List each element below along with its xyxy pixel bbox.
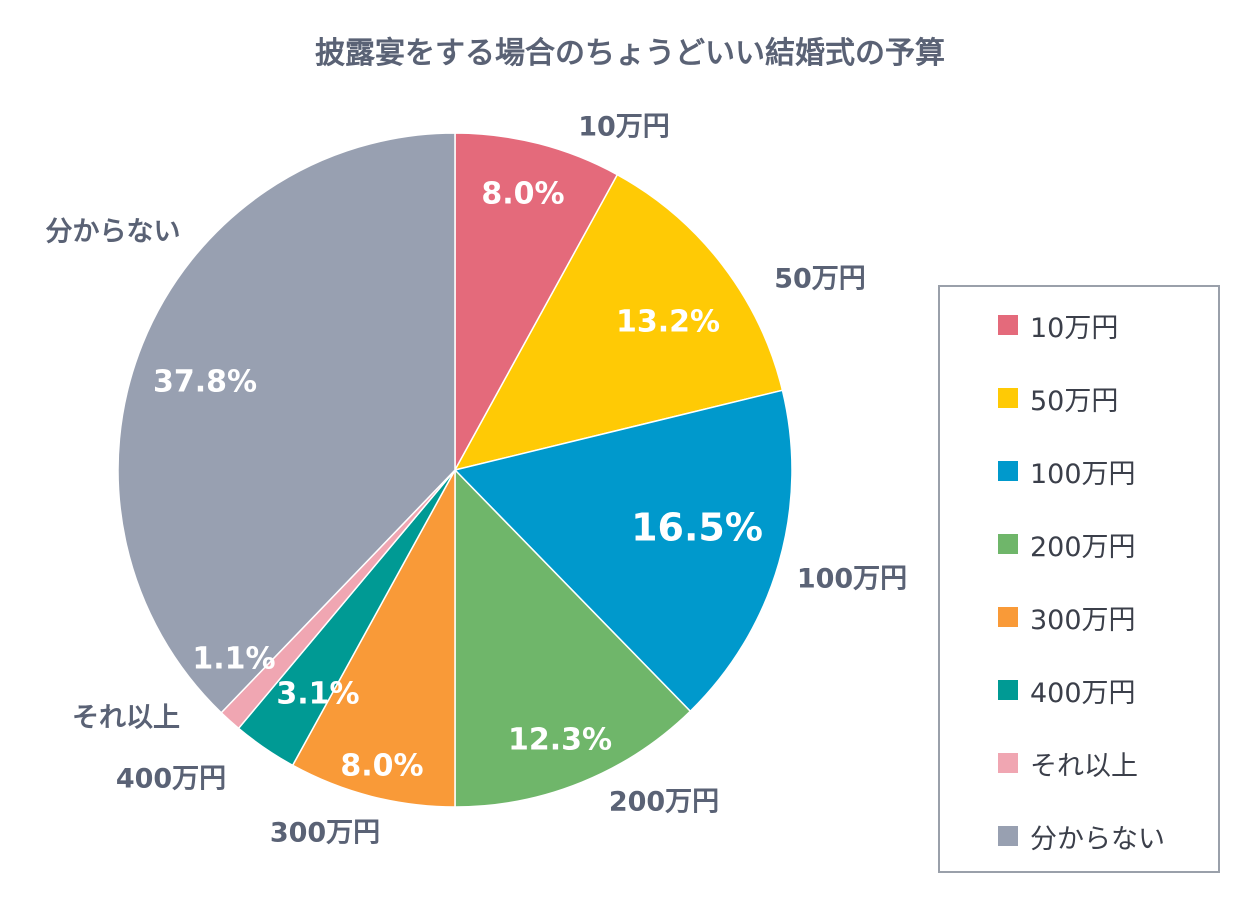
legend-item-5: 300万円 [998, 597, 1136, 637]
legend-swatch [998, 607, 1018, 627]
legend-swatch [998, 826, 1018, 846]
slice-category-label-5: 300万円 [270, 818, 380, 849]
legend-label: 400万円 [1030, 677, 1136, 709]
legend-swatch [998, 315, 1018, 335]
slice-category-label-2: 50万円 [774, 264, 866, 295]
legend-label: 100万円 [1030, 458, 1136, 490]
pie-slice-1 [454, 132, 619, 471]
legend-item-1: 10万円 [998, 305, 1118, 345]
slice-value-label-7: 1.1% [192, 642, 275, 677]
slice-value-label-6: 3.1% [276, 677, 359, 712]
pie-slice-5 [291, 469, 456, 808]
legend-swatch [998, 461, 1018, 481]
pie-slice-3 [453, 389, 793, 713]
slice-category-label-3: 100万円 [797, 564, 907, 595]
slice-value-label-4: 12.3% [508, 723, 612, 758]
slice-value-label-2: 13.2% [616, 305, 720, 340]
pie-slice-2 [453, 173, 784, 472]
slice-category-label-1: 10万円 [578, 112, 670, 143]
slice-category-label-4: 200万円 [609, 787, 719, 818]
legend-label: 分からない [1030, 823, 1165, 855]
legend-label: 50万円 [1030, 385, 1119, 417]
legend: 10万円 50万円 100万円 200万円 300万円 400万円それ以上分からない [938, 285, 1220, 873]
legend-swatch [998, 753, 1018, 773]
legend-swatch [998, 388, 1018, 408]
legend-item-4: 200万円 [998, 524, 1136, 564]
legend-swatch [998, 534, 1018, 554]
slice-value-label-1: 8.0% [481, 177, 564, 212]
slice-value-label-8: 37.8% [153, 365, 257, 400]
pie-slice-4 [454, 468, 692, 808]
legend-label: 300万円 [1030, 604, 1136, 636]
legend-item-3: 100万円 [998, 451, 1136, 491]
slice-category-label-6: 400万円 [116, 764, 226, 795]
legend-item-8: 分からない [998, 816, 1165, 856]
chart-title: 披露宴をする場合のちょうどいい結婚式の予算 [315, 36, 945, 71]
slice-category-label-8: 分からない [46, 217, 181, 248]
slice-value-label-3: 16.5% [631, 506, 763, 550]
slice-category-label-7: それ以上 [72, 703, 180, 734]
legend-label: 200万円 [1030, 531, 1136, 563]
slice-value-label-5: 8.0% [340, 749, 423, 784]
legend-label: 10万円 [1030, 312, 1119, 344]
legend-swatch [998, 680, 1018, 700]
legend-item-6: 400万円 [998, 670, 1136, 710]
legend-item-2: 50万円 [998, 378, 1118, 418]
legend-item-7: それ以上 [998, 743, 1138, 783]
pie-slice-8 [117, 132, 456, 714]
legend-label: それ以上 [1030, 750, 1138, 782]
